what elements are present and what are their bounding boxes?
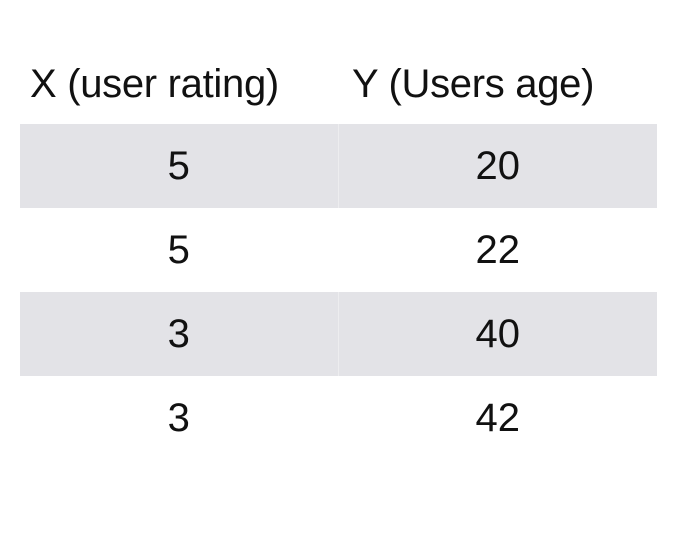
cell-x: 3 [167,396,190,440]
cell-x: 5 [167,228,190,272]
cell-y: 42 [337,376,658,460]
cell-y: 40 [337,292,658,376]
column-header-x: X (user rating) [30,62,279,106]
cell-y: 20 [337,124,658,208]
table-row: 3 40 [20,292,657,376]
table-row: 3 42 [20,376,657,460]
table-header-row: X (user rating) Y (Users age) [20,44,657,124]
data-table: X (user rating) Y (Users age) 5 20 5 22 … [20,44,657,460]
table-row: 5 22 [20,208,657,292]
cell-y: 22 [337,208,658,292]
cell-x: 5 [167,144,190,188]
cell-x: 3 [167,312,190,356]
column-header-y: Y (Users age) [352,62,595,106]
table-row: 5 20 [20,124,657,208]
